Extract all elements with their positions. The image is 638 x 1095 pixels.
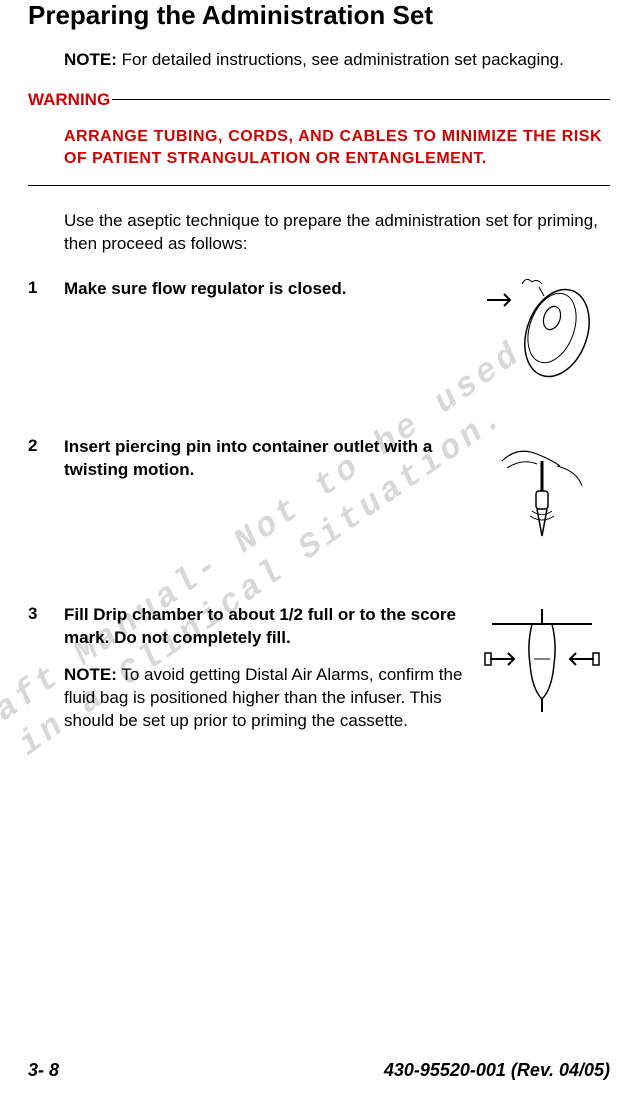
note-text: For detailed instructions, see administr… — [122, 50, 564, 69]
piercing-pin-icon — [482, 436, 602, 556]
step-3-text: Fill Drip chamber to about 1/2 full or t… — [64, 605, 456, 647]
step-1-text: Make sure flow regulator is closed. — [64, 278, 482, 301]
step-2-text: Insert piercing pin into container outle… — [64, 436, 482, 482]
step-3-illustration — [482, 604, 602, 714]
intro-text: Use the aseptic technique to prepare the… — [64, 210, 602, 256]
warning-body: ARRANGE TUBING, CORDS, AND CABLES TO MIN… — [64, 126, 602, 169]
step-3-text-block: Fill Drip chamber to about 1/2 full or t… — [64, 604, 482, 733]
step-3: Fill Drip chamber to about 1/2 full or t… — [28, 604, 602, 733]
divider-rule — [28, 185, 610, 186]
warning-header: WARNING — [28, 90, 610, 110]
step-3-subnote-label: NOTE: — [64, 665, 117, 684]
note-label: NOTE: — [64, 50, 117, 69]
footer-page-number: 3- 8 — [28, 1060, 59, 1081]
step-1-illustration — [482, 278, 602, 388]
note-block: NOTE: For detailed instructions, see adm… — [64, 49, 602, 72]
page-footer: 3- 8 430-95520-001 (Rev. 04/05) — [28, 1060, 610, 1081]
step-2: Insert piercing pin into container outle… — [28, 436, 602, 556]
footer-doc-id: 430-95520-001 (Rev. 04/05) — [384, 1060, 610, 1081]
drip-chamber-icon — [482, 604, 602, 714]
page-title: Preparing the Administration Set — [28, 0, 610, 31]
step-3-subnote-text: To avoid getting Distal Air Alarms, conf… — [64, 665, 462, 730]
warning-label: WARNING — [28, 90, 112, 110]
step-3-subnote: NOTE: To avoid getting Distal Air Alarms… — [64, 664, 472, 733]
step-1: Make sure flow regulator is closed. — [28, 278, 602, 388]
flow-regulator-icon — [482, 278, 602, 388]
page: Draft Manual- Not to be used in a Clinic… — [0, 0, 638, 1095]
step-2-illustration — [482, 436, 602, 556]
warning-rule — [112, 99, 610, 100]
steps-list: Make sure flow regulator is closed. Inse… — [28, 278, 602, 733]
